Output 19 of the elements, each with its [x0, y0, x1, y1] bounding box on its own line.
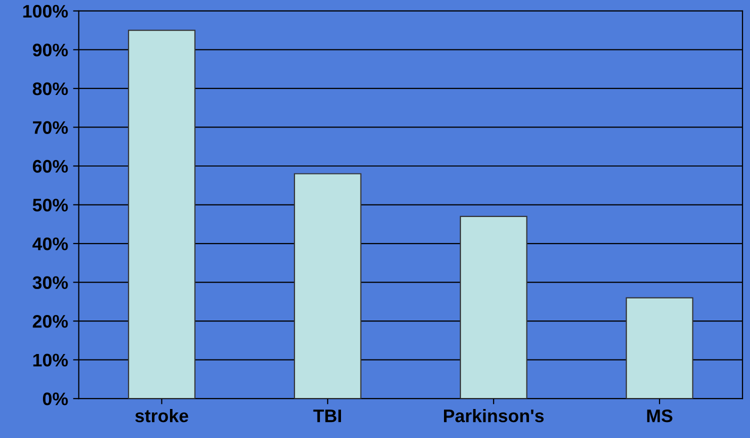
y-tick-label: 60% [32, 160, 68, 173]
bar [460, 216, 528, 399]
x-tick-label: TBI [313, 410, 341, 422]
bar [626, 297, 694, 399]
bar [128, 30, 196, 399]
y-tick-label: 100% [23, 4, 68, 18]
y-tick-label: 90% [32, 44, 68, 56]
y-tick-label: 20% [32, 314, 68, 328]
y-tick-label: 10% [33, 354, 68, 367]
x-tick-label: Parkinson's [444, 408, 544, 422]
y-tick-label: 50% [32, 198, 68, 212]
y-tick-label: 80% [32, 82, 68, 96]
y-tick-label: 30% [32, 276, 68, 290]
x-tick-label: MS [647, 409, 672, 422]
y-tick-label: 0% [42, 392, 68, 406]
bar [294, 173, 362, 399]
y-tick-label: 40% [32, 237, 68, 250]
x-tick-label: stroke [135, 408, 188, 422]
y-tick-label: 70% [32, 121, 68, 134]
